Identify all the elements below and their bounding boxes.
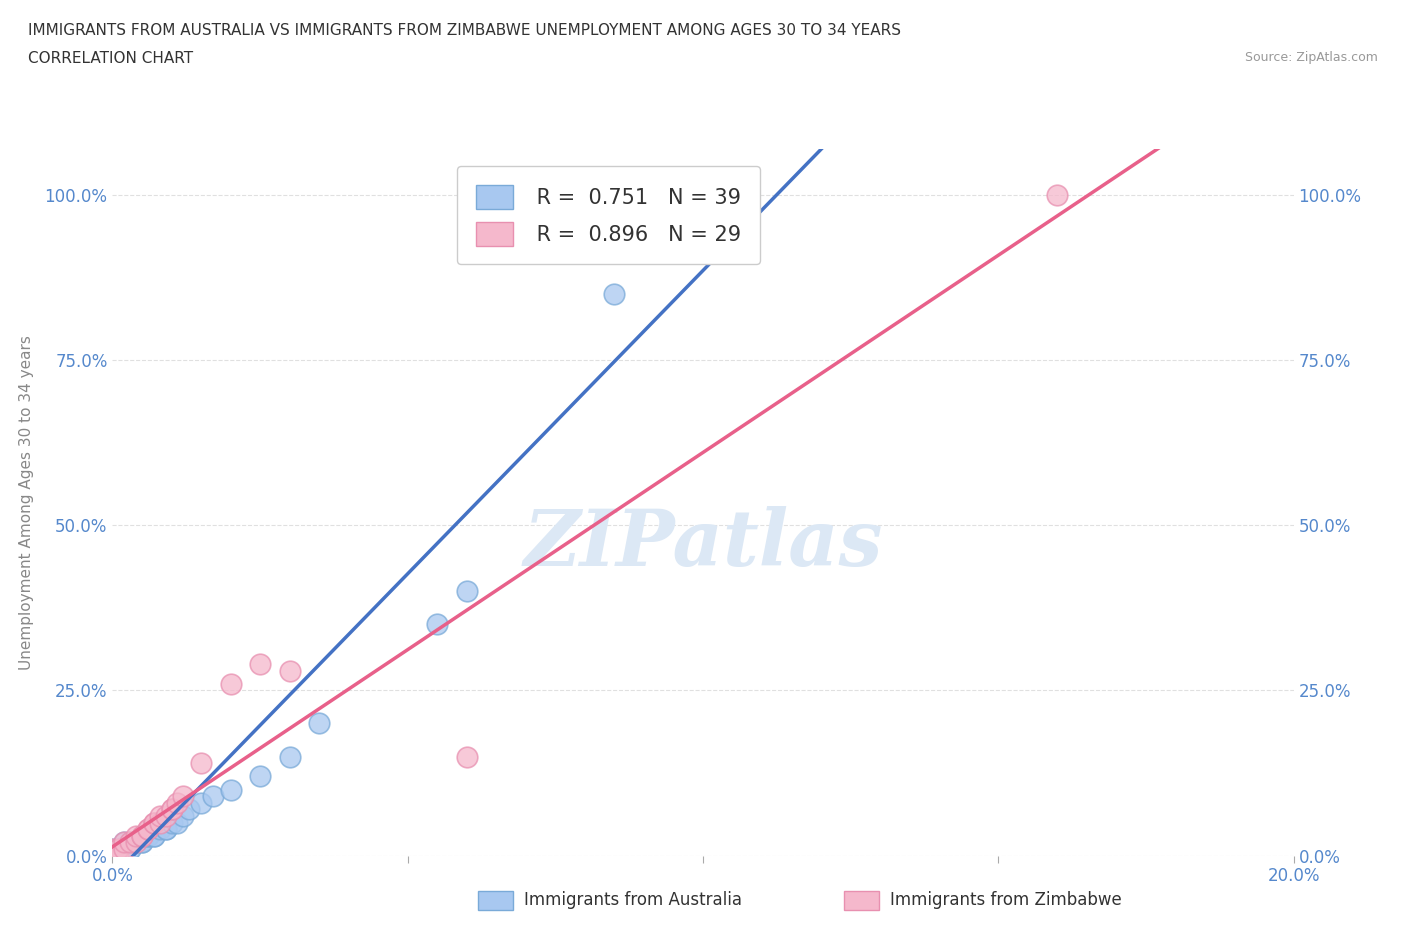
Point bbox=[426, 617, 449, 631]
Point bbox=[155, 822, 177, 837]
Point bbox=[136, 822, 159, 837]
Point bbox=[101, 848, 124, 863]
Point bbox=[149, 822, 172, 837]
Point bbox=[125, 835, 148, 850]
Text: Source: ZipAtlas.com: Source: ZipAtlas.com bbox=[1244, 51, 1378, 64]
Point bbox=[120, 835, 142, 850]
Point bbox=[166, 815, 188, 830]
Point bbox=[166, 795, 188, 810]
Text: IMMIGRANTS FROM AUSTRALIA VS IMMIGRANTS FROM ZIMBABWE UNEMPLOYMENT AMONG AGES 30: IMMIGRANTS FROM AUSTRALIA VS IMMIGRANTS … bbox=[28, 23, 901, 38]
Point bbox=[131, 835, 153, 850]
Point bbox=[219, 676, 242, 691]
Point bbox=[101, 848, 124, 863]
Point bbox=[136, 829, 159, 844]
Point bbox=[201, 789, 224, 804]
Point bbox=[125, 835, 148, 850]
Point bbox=[112, 842, 135, 857]
Point bbox=[101, 842, 124, 857]
Point bbox=[456, 749, 478, 764]
Point bbox=[125, 835, 148, 850]
Point bbox=[190, 756, 212, 771]
Point bbox=[142, 815, 165, 830]
Point bbox=[131, 829, 153, 844]
Point bbox=[278, 663, 301, 678]
Point bbox=[160, 815, 183, 830]
Point bbox=[101, 848, 124, 863]
Point bbox=[160, 802, 183, 817]
Point bbox=[603, 286, 626, 301]
Point bbox=[155, 822, 177, 837]
Point bbox=[136, 822, 159, 837]
Point bbox=[101, 848, 124, 863]
Point bbox=[149, 815, 172, 830]
Point bbox=[142, 815, 165, 830]
Point bbox=[172, 789, 194, 804]
Point bbox=[120, 842, 142, 857]
Point bbox=[155, 808, 177, 823]
Point bbox=[107, 848, 129, 863]
Text: Immigrants from Australia: Immigrants from Australia bbox=[524, 891, 742, 910]
Legend:  R =  0.751   N = 39,  R =  0.896   N = 29: R = 0.751 N = 39, R = 0.896 N = 29 bbox=[457, 166, 759, 264]
Point bbox=[142, 829, 165, 844]
Point bbox=[107, 848, 129, 863]
Point bbox=[101, 848, 124, 863]
Text: ZIPatlas: ZIPatlas bbox=[523, 506, 883, 583]
Point bbox=[219, 782, 242, 797]
Point bbox=[278, 749, 301, 764]
Point bbox=[107, 842, 129, 857]
Point bbox=[190, 795, 212, 810]
Text: Immigrants from Zimbabwe: Immigrants from Zimbabwe bbox=[890, 891, 1122, 910]
Point bbox=[249, 657, 271, 671]
Text: CORRELATION CHART: CORRELATION CHART bbox=[28, 51, 193, 66]
Point bbox=[662, 188, 685, 203]
Point bbox=[136, 829, 159, 844]
Point bbox=[131, 835, 153, 850]
Point bbox=[142, 829, 165, 844]
Point bbox=[101, 842, 124, 857]
Point bbox=[1046, 188, 1069, 203]
Y-axis label: Unemployment Among Ages 30 to 34 years: Unemployment Among Ages 30 to 34 years bbox=[18, 335, 34, 670]
Point bbox=[456, 584, 478, 599]
Point bbox=[125, 829, 148, 844]
Point bbox=[112, 835, 135, 850]
Point bbox=[172, 808, 194, 823]
Point bbox=[112, 842, 135, 857]
Point bbox=[131, 829, 153, 844]
Point bbox=[249, 769, 271, 784]
Point bbox=[112, 835, 135, 850]
Point bbox=[107, 842, 129, 857]
Point bbox=[131, 829, 153, 844]
Point bbox=[107, 842, 129, 857]
Point bbox=[112, 842, 135, 857]
Point bbox=[120, 842, 142, 857]
Point bbox=[160, 802, 183, 817]
Point bbox=[149, 808, 172, 823]
Point bbox=[120, 835, 142, 850]
Point bbox=[308, 716, 330, 731]
Point bbox=[179, 802, 201, 817]
